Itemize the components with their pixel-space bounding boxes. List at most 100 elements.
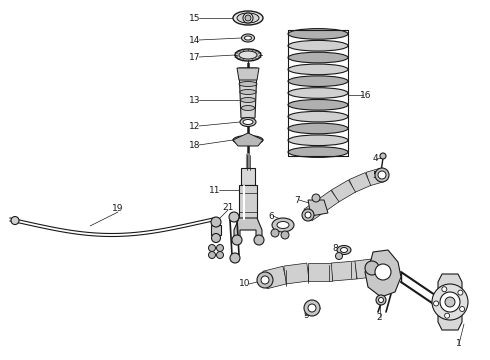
Ellipse shape	[235, 49, 261, 61]
Circle shape	[217, 244, 223, 252]
Ellipse shape	[288, 76, 348, 86]
Ellipse shape	[288, 135, 348, 145]
Ellipse shape	[245, 36, 251, 40]
Circle shape	[271, 229, 279, 237]
Ellipse shape	[240, 90, 256, 95]
Circle shape	[444, 313, 450, 318]
Circle shape	[229, 212, 239, 222]
Ellipse shape	[288, 28, 348, 39]
Ellipse shape	[288, 40, 348, 51]
Circle shape	[336, 252, 343, 260]
Circle shape	[281, 231, 289, 239]
Circle shape	[440, 292, 460, 312]
Text: 11: 11	[209, 185, 220, 194]
Circle shape	[302, 209, 314, 221]
Text: 21: 21	[222, 202, 234, 212]
Polygon shape	[331, 261, 357, 281]
Circle shape	[434, 301, 439, 306]
Circle shape	[261, 276, 269, 284]
Circle shape	[209, 244, 216, 252]
Circle shape	[458, 290, 463, 295]
Circle shape	[375, 168, 389, 182]
Polygon shape	[263, 266, 287, 289]
Circle shape	[312, 194, 320, 202]
Polygon shape	[438, 274, 462, 330]
Circle shape	[376, 295, 386, 305]
Circle shape	[211, 217, 221, 227]
Polygon shape	[308, 263, 332, 281]
Ellipse shape	[288, 64, 348, 75]
Polygon shape	[234, 218, 262, 238]
Text: 6: 6	[268, 212, 274, 220]
Polygon shape	[366, 168, 384, 186]
Text: 10: 10	[239, 279, 250, 288]
Circle shape	[212, 234, 220, 243]
Circle shape	[304, 300, 320, 316]
Polygon shape	[331, 180, 356, 202]
Polygon shape	[349, 172, 371, 192]
Circle shape	[245, 15, 251, 21]
Ellipse shape	[233, 11, 263, 25]
Text: 13: 13	[189, 95, 200, 104]
Ellipse shape	[288, 88, 348, 98]
Text: 7: 7	[294, 195, 300, 204]
Ellipse shape	[277, 221, 289, 229]
Ellipse shape	[288, 52, 348, 63]
Ellipse shape	[237, 13, 259, 23]
Ellipse shape	[239, 81, 257, 86]
Circle shape	[254, 235, 264, 245]
Ellipse shape	[242, 105, 255, 111]
Circle shape	[380, 153, 386, 159]
Ellipse shape	[233, 135, 263, 144]
Ellipse shape	[341, 248, 347, 252]
Text: 2: 2	[376, 314, 382, 323]
Text: 14: 14	[189, 36, 200, 45]
Circle shape	[230, 253, 240, 263]
Circle shape	[209, 252, 216, 258]
Ellipse shape	[241, 98, 255, 103]
Text: 8: 8	[332, 243, 338, 252]
Ellipse shape	[288, 99, 348, 110]
Polygon shape	[284, 263, 309, 284]
Polygon shape	[308, 200, 328, 216]
Text: 4: 4	[372, 153, 378, 162]
Circle shape	[445, 297, 455, 307]
Circle shape	[217, 252, 223, 258]
Text: 3: 3	[366, 270, 372, 279]
Polygon shape	[239, 185, 257, 220]
Text: 18: 18	[189, 140, 200, 149]
Ellipse shape	[288, 111, 348, 122]
Text: 16: 16	[360, 90, 371, 99]
Circle shape	[232, 235, 242, 245]
Text: 1: 1	[456, 339, 462, 348]
Circle shape	[442, 287, 447, 292]
Ellipse shape	[272, 218, 294, 232]
Polygon shape	[365, 250, 401, 297]
Text: 12: 12	[189, 122, 200, 131]
Ellipse shape	[243, 120, 253, 125]
Circle shape	[365, 261, 379, 275]
Circle shape	[305, 212, 311, 218]
Circle shape	[460, 306, 465, 311]
Circle shape	[378, 171, 386, 179]
Text: 5: 5	[372, 171, 378, 180]
Circle shape	[375, 264, 391, 280]
Text: 19: 19	[112, 203, 124, 212]
Polygon shape	[233, 133, 263, 146]
Circle shape	[432, 284, 468, 320]
Circle shape	[378, 297, 384, 302]
Circle shape	[308, 304, 316, 312]
Polygon shape	[239, 68, 257, 118]
Polygon shape	[241, 168, 255, 185]
Ellipse shape	[337, 246, 351, 255]
Polygon shape	[211, 225, 221, 235]
Polygon shape	[237, 68, 259, 80]
Circle shape	[11, 216, 19, 225]
Ellipse shape	[242, 34, 254, 42]
Ellipse shape	[288, 147, 348, 157]
Ellipse shape	[239, 51, 257, 59]
Polygon shape	[314, 190, 339, 214]
Ellipse shape	[288, 123, 348, 134]
Text: 15: 15	[189, 14, 200, 23]
Text: 17: 17	[189, 53, 200, 62]
